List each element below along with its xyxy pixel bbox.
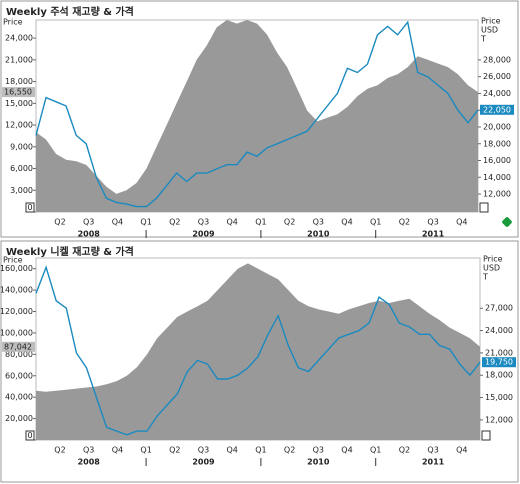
y-tick-label: 80,000 xyxy=(5,350,33,359)
y-tick-label: 60,000 xyxy=(5,371,33,380)
y-axis-label: Price xyxy=(3,18,23,27)
y2-axis-label: T xyxy=(482,273,488,282)
x-tick-label: Q3 xyxy=(198,446,209,455)
x-tick-label: Q1 xyxy=(370,446,381,455)
x-tick-label: Q3 xyxy=(427,446,438,455)
chart-title: Weekly 니켈 재고량 & 가격 xyxy=(6,245,134,258)
y2-tick-label: 27,000 xyxy=(485,304,513,313)
y2-tick-label: 15,000 xyxy=(485,393,513,402)
x-tick-label: Q3 xyxy=(427,218,438,227)
y2-axis-label: T xyxy=(480,35,486,44)
x-tick-label: Q4 xyxy=(112,446,123,455)
last-value-label: 87,042 xyxy=(4,342,32,351)
last-value-label: 19,750 xyxy=(485,358,513,367)
last-value-box xyxy=(2,87,35,98)
x-tick-label: Q4 xyxy=(341,218,352,227)
x-tick-label: Q2 xyxy=(169,446,180,455)
zero-box xyxy=(25,202,35,213)
last-value-label: 22,050 xyxy=(483,105,511,114)
y-tick-label: 9,000 xyxy=(10,142,33,151)
y2-axis-label: USD xyxy=(483,264,500,273)
y-tick-label: 100,000 xyxy=(0,328,33,337)
price-line xyxy=(35,20,479,208)
zero-box xyxy=(479,202,489,213)
year-label: 2009 xyxy=(192,230,215,239)
x-tick-label: Q4 xyxy=(112,218,123,227)
x-tick-label: Q2 xyxy=(399,218,410,227)
y2-tick-label: 12,000 xyxy=(485,415,513,424)
y2-tick-label: 16,000 xyxy=(483,156,511,165)
y2-tick-label: 18,000 xyxy=(485,371,513,380)
y2-axis-label: Price xyxy=(481,17,501,26)
x-tick-label: Q4 xyxy=(227,218,238,227)
last-value-label: 16,550 xyxy=(4,88,32,97)
x-tick-label: Q3 xyxy=(83,446,94,455)
year-label: 2008 xyxy=(78,458,101,467)
zero-box xyxy=(481,430,491,441)
y-tick-label: 15,000 xyxy=(5,99,33,108)
status-icon xyxy=(502,217,512,227)
x-tick-label: Q2 xyxy=(169,218,180,227)
x-tick-label: Q2 xyxy=(284,446,295,455)
y-tick-label: 160,000 xyxy=(0,264,33,273)
x-tick-label: Q1 xyxy=(140,218,151,227)
x-tick-label: Q2 xyxy=(284,218,295,227)
last-value-box xyxy=(482,357,516,368)
y-tick-label: 3,000 xyxy=(10,186,33,195)
year-label: 2008 xyxy=(78,230,101,239)
y-tick-label: 6,000 xyxy=(10,164,33,173)
inventory-area xyxy=(36,20,478,212)
x-tick-label: Q4 xyxy=(341,446,352,455)
year-label: 2010 xyxy=(307,230,330,239)
y-tick-label: 120,000 xyxy=(0,307,33,316)
y2-tick-label: 12,000 xyxy=(483,190,511,199)
y-tick-label: 0 xyxy=(27,431,32,440)
y-tick-label: 12,000 xyxy=(5,121,33,130)
inventory-area xyxy=(36,263,480,440)
y2-tick-label: 24,000 xyxy=(485,326,513,335)
x-tick-label: Q2 xyxy=(54,446,65,455)
x-tick-label: Q3 xyxy=(198,218,209,227)
y-tick-label: 140,000 xyxy=(0,286,33,295)
x-tick-label: Q1 xyxy=(255,218,266,227)
y2-tick-label: 18,000 xyxy=(483,139,511,148)
y-tick-label: 20,000 xyxy=(5,414,33,423)
y-tick-label: 24,000 xyxy=(5,34,33,43)
x-tick-label: Q1 xyxy=(140,446,151,455)
year-label: 2011 xyxy=(422,458,445,467)
y2-tick-label: 20,000 xyxy=(483,122,511,131)
x-tick-label: Q3 xyxy=(83,218,94,227)
x-tick-label: Q4 xyxy=(456,218,467,227)
y-tick-label: 40,000 xyxy=(5,393,33,402)
x-tick-label: Q3 xyxy=(313,446,324,455)
chart-title: Weekly 주석 재고량 & 가격 xyxy=(6,5,134,18)
zero-box xyxy=(25,430,35,441)
y-tick-label: 18,000 xyxy=(5,77,33,86)
last-value-box xyxy=(480,104,514,115)
y-tick-label: 0 xyxy=(27,203,32,212)
x-tick-label: Q2 xyxy=(399,446,410,455)
x-tick-label: Q4 xyxy=(227,446,238,455)
y2-axis-label: USD xyxy=(481,26,498,35)
y2-tick-label: 14,000 xyxy=(483,173,511,182)
x-tick-label: Q2 xyxy=(54,218,65,227)
y2-tick-label: 26,000 xyxy=(483,72,511,81)
y2-tick-label: 28,000 xyxy=(483,55,511,64)
y2-tick-label: 21,000 xyxy=(485,348,513,357)
x-tick-label: Q1 xyxy=(255,446,266,455)
x-tick-label: Q4 xyxy=(456,446,467,455)
y2-tick-label: 24,000 xyxy=(483,89,511,98)
x-tick-label: Q1 xyxy=(370,218,381,227)
last-value-box xyxy=(2,341,35,352)
year-label: 2011 xyxy=(422,230,445,239)
x-tick-label: Q3 xyxy=(313,218,324,227)
y2-axis-label: Price xyxy=(483,255,503,264)
price-line xyxy=(35,265,481,436)
year-label: 2010 xyxy=(307,458,330,467)
year-label: 2009 xyxy=(192,458,215,467)
y-axis-label: Price xyxy=(3,256,23,265)
y-tick-label: 21,000 xyxy=(5,55,33,64)
